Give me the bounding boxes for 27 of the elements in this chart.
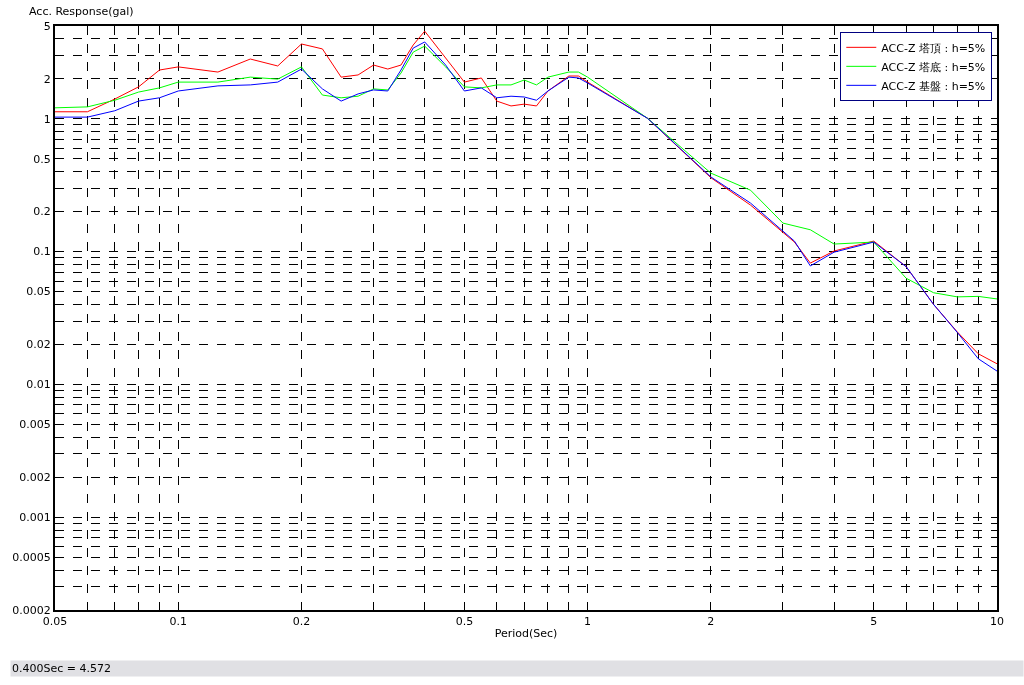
- y-tick-label: 0.0005: [12, 551, 51, 565]
- y-tick-label: 2: [43, 72, 51, 86]
- x-tick-label: 0.1: [169, 615, 187, 629]
- x-tick-label: 2: [707, 615, 715, 629]
- x-tick-label: 0.5: [455, 615, 474, 629]
- y-tick-label: 0.01: [26, 378, 51, 392]
- text: 0.400Sec = 4.572: [12, 662, 111, 675]
- x-tick-label: 0.2: [292, 615, 311, 629]
- x-tick-label: 1: [584, 615, 592, 629]
- y-tick-label: 1: [43, 112, 51, 126]
- legend-label: ACC-Z 塔頂 : h=5%: [881, 41, 986, 55]
- x-tick-label: 10: [990, 615, 1004, 629]
- y-tick-label: 0.2: [33, 205, 51, 219]
- y-tick-label: 5: [43, 19, 51, 33]
- y-tick-label: 0.005: [19, 418, 51, 432]
- y-tick-label: 0.05: [26, 285, 51, 299]
- y-axis-title: Acc. Response(gal): [29, 5, 134, 18]
- y-tick-label: 0.1: [33, 245, 51, 259]
- y-tick-label: 0.001: [19, 511, 51, 525]
- x-axis-title: Period(Sec): [494, 626, 558, 640]
- y-tick-label: 0.0002: [12, 603, 51, 617]
- legend-label: ACC-Z 塔底 : h=5%: [881, 60, 986, 74]
- legend-label: ACC-Z 基盤 : h=5%: [881, 79, 986, 93]
- y-tick-label: 0.002: [19, 471, 51, 485]
- y-tick-label: 0.5: [33, 152, 51, 166]
- y-tick-label: 0.02: [26, 338, 51, 352]
- x-tick-label: 5: [870, 615, 878, 629]
